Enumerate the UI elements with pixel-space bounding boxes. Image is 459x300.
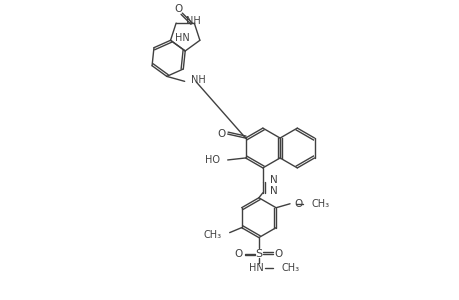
Text: O: O: [217, 129, 225, 139]
Text: O: O: [174, 4, 182, 14]
Text: CH₃: CH₃: [281, 263, 299, 273]
Text: NH: NH: [190, 75, 205, 85]
Text: CH₃: CH₃: [203, 230, 221, 240]
Text: HN: HN: [175, 33, 190, 43]
Text: O: O: [274, 248, 282, 259]
Text: HO: HO: [204, 155, 219, 165]
Text: S: S: [255, 248, 262, 259]
Text: O: O: [294, 199, 302, 209]
Text: CH₃: CH₃: [311, 199, 330, 209]
Text: O: O: [235, 248, 242, 259]
Text: NH: NH: [186, 16, 201, 26]
Text: HN: HN: [248, 263, 263, 273]
Text: N: N: [269, 186, 277, 196]
Text: N: N: [269, 175, 277, 185]
